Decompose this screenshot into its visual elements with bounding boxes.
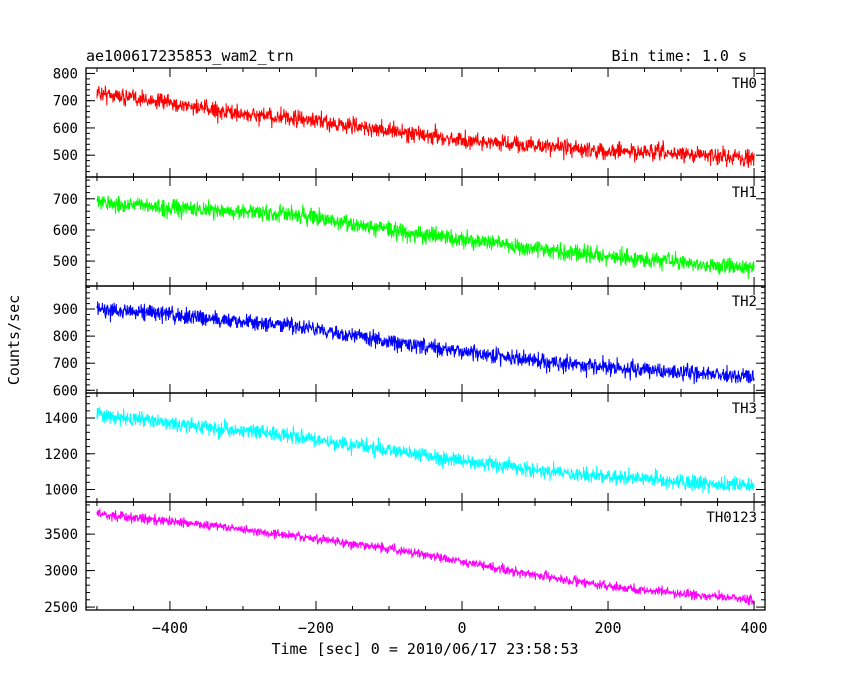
panel-frame-th3 bbox=[85, 392, 766, 503]
y-tick-label: 1200 bbox=[44, 447, 78, 463]
y-tick-label: 3000 bbox=[44, 564, 78, 580]
panel-label-th2: TH2 bbox=[732, 294, 757, 310]
series-line-th0 bbox=[96, 85, 755, 168]
chart-title: ae100617235853_wam2_trn bbox=[86, 47, 294, 65]
series-line-th0123 bbox=[96, 507, 755, 606]
y-tick-label: 800 bbox=[53, 329, 78, 345]
panel-label-th0123: TH0123 bbox=[706, 510, 757, 526]
series-line-th1 bbox=[96, 195, 755, 280]
y-axis-label: Counts/sec bbox=[5, 295, 23, 385]
panel-label-th3: TH3 bbox=[732, 401, 757, 417]
bin-time-label: Bin time: 1.0 s bbox=[612, 47, 747, 65]
x-tick-label: 200 bbox=[594, 619, 621, 637]
x-axis-label: Time [sec] 0 = 2010/06/17 23:58:53 bbox=[271, 640, 578, 658]
y-tick-label: 1000 bbox=[44, 482, 78, 498]
x-tick-label: −200 bbox=[298, 619, 334, 637]
x-tick-label: −400 bbox=[152, 619, 188, 637]
y-tick-label: 500 bbox=[53, 148, 78, 164]
y-tick-label: 800 bbox=[53, 66, 78, 82]
y-tick-label: 3500 bbox=[44, 527, 78, 543]
panel-frame-th0 bbox=[85, 67, 766, 178]
y-tick-label: 600 bbox=[53, 121, 78, 137]
panel-label-th1: TH1 bbox=[732, 185, 757, 201]
y-tick-label: 600 bbox=[53, 383, 78, 399]
y-tick-label: 600 bbox=[53, 223, 78, 239]
y-tick-label: 1400 bbox=[44, 411, 78, 427]
y-tick-label: 2500 bbox=[44, 600, 78, 616]
x-tick-label: 0 bbox=[457, 619, 466, 637]
y-tick-label: 500 bbox=[53, 254, 78, 270]
series-line-th3 bbox=[96, 407, 755, 494]
y-tick-label: 700 bbox=[53, 356, 78, 372]
y-tick-label: 900 bbox=[53, 302, 78, 318]
x-tick-label: 400 bbox=[741, 619, 768, 637]
panel-label-th0: TH0 bbox=[732, 76, 757, 92]
y-tick-label: 700 bbox=[53, 192, 78, 208]
series-line-th2 bbox=[96, 301, 755, 385]
y-tick-label: 700 bbox=[53, 94, 78, 110]
